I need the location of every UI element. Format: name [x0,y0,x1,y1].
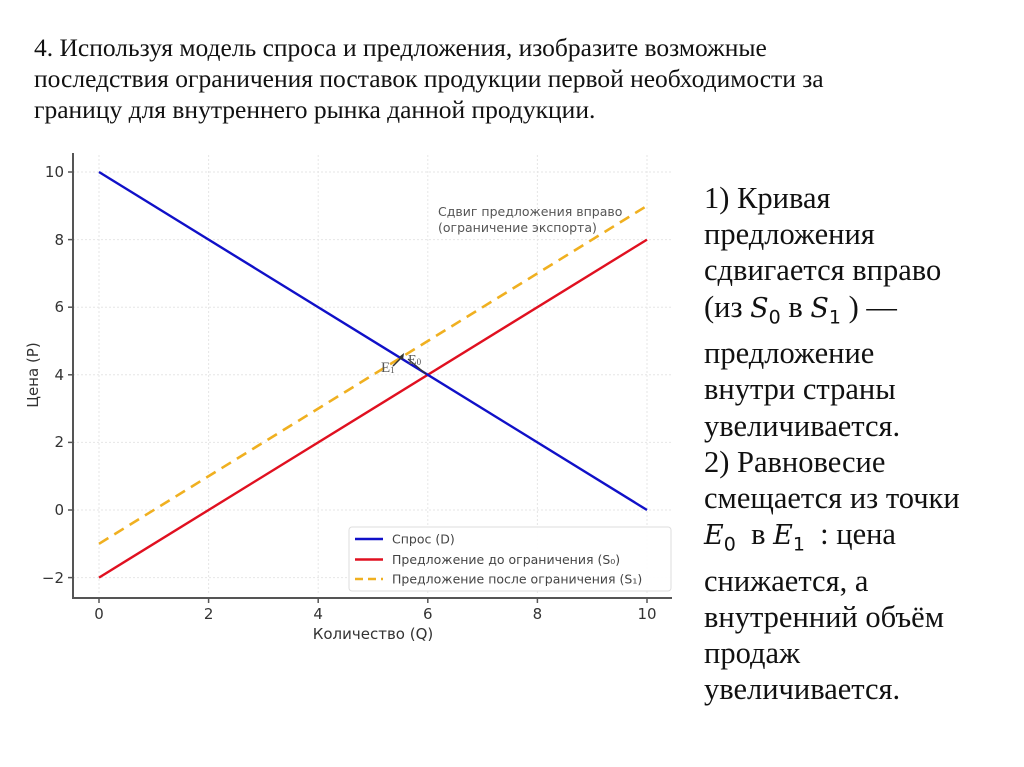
supply-before-line [98,238,648,579]
e0-arrow [407,358,427,375]
legend-supply-after: Предложение после ограничения (S₁) [392,572,642,587]
svg-text:4: 4 [54,366,64,384]
svg-text:(ограничение экспорта): (ограничение экспорта) [438,220,597,235]
chart-legend: Спрос (D) Предложение до ограничения (S₀… [348,526,672,592]
x-tick-labels: 0 2 4 6 8 10 [94,605,656,623]
y-ticks [68,171,73,579]
e0-label: E0 [408,353,422,368]
e1-symbol: E1 [773,520,805,556]
question-line-1: 4. Используя модель спроса и предложения… [34,33,767,62]
svg-text:4: 4 [313,605,323,623]
svg-text:0: 0 [54,501,64,519]
svg-text:8: 8 [533,605,543,623]
equilibrium-labels: E0 E1 [381,353,427,376]
demand-line [98,170,648,512]
x-ticks [98,598,648,603]
legend-demand: Спрос (D) [392,532,455,547]
svg-text:6: 6 [423,605,433,623]
svg-text:Сдвиг предложения вправо: Сдвиг предложения вправо [438,204,622,219]
s1-symbol: S1 [810,292,841,328]
point-2: 2) Равновесие смещается из точки E0 в E1… [704,444,960,707]
y-tick-labels: 10 8 6 4 2 0 −2 [42,163,64,587]
svg-text:−2: −2 [42,569,64,587]
svg-text:6: 6 [54,298,64,316]
question-line-2: последствия ограничения поставок продукц… [34,64,824,93]
x-axis-label: Количество (Q) [313,625,434,643]
explanation-text: 1) Кривая предложения сдвигается вправо … [704,180,1024,708]
s0-symbol: S0 [750,292,781,328]
svg-text:2: 2 [54,433,64,451]
e1-arrow [392,356,403,367]
question-line-3: границу для внутреннего рынка данной про… [34,95,596,124]
svg-text:8: 8 [54,231,64,249]
svg-text:2: 2 [204,605,214,623]
point-1: 1) Кривая предложения сдвигается вправо … [704,181,942,443]
supply-demand-chart: 10 8 6 4 2 0 −2 0 2 4 6 8 10 Количество … [0,150,690,650]
task-question: 4. Используя модель спроса и предложения… [34,32,934,125]
svg-text:10: 10 [637,605,656,623]
e0-symbol: E0 [704,520,736,556]
legend-supply-before: Предложение до ограничения (S₀) [392,552,620,567]
svg-text:0: 0 [94,605,104,623]
shift-annotation: Сдвиг предложения вправо (ограничение эк… [438,204,622,235]
y-axis-label: Цена (P) [24,342,42,407]
svg-text:10: 10 [45,163,64,181]
